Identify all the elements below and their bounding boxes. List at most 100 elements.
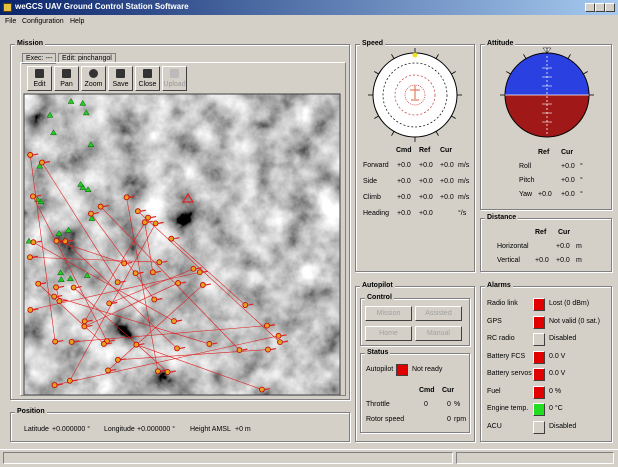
map-launch-marker: [25, 237, 33, 244]
cell-unit: m: [576, 243, 582, 250]
alarm-indicator: [533, 333, 545, 346]
map-waypoint: [152, 220, 159, 227]
cell-unit: °/s: [458, 210, 467, 217]
menu-item[interactable]: Help: [70, 18, 85, 25]
map-waypoint-tag: [202, 270, 208, 273]
dial-tick: [435, 131, 439, 136]
cell-label: Yaw: [519, 191, 533, 198]
map-waypoint-tag: [180, 281, 187, 284]
mode-button[interactable]: Manual: [415, 326, 462, 341]
map-waypoint: [242, 302, 249, 308]
cell-label: Roll: [519, 163, 532, 170]
tab[interactable]: Exec: ---: [22, 53, 57, 64]
map-waypoint-tag: [57, 339, 64, 343]
mode-button[interactable]: Assisted: [415, 306, 462, 321]
alarm-status: Disabled: [549, 335, 577, 342]
map-route: [100, 206, 240, 351]
distance-panel: [480, 218, 612, 272]
alarm-indicator: [533, 403, 545, 416]
cell-label: Throttle: [366, 401, 390, 408]
map-waypoint-tag: [157, 297, 163, 301]
map-route: [126, 197, 159, 372]
cell-cmd: +0.0: [397, 178, 411, 185]
status-pane: [3, 452, 453, 464]
map-route: [29, 154, 56, 342]
map-route: [54, 335, 279, 386]
map-route: [90, 213, 155, 300]
map-route: [54, 296, 210, 345]
map-waypoint-tag: [174, 237, 180, 240]
mission-panel-title: Mission: [15, 40, 46, 47]
cell-label: Vertical: [497, 257, 520, 264]
map-waypoint: [199, 282, 206, 288]
map-waypoint-tag: [62, 299, 68, 302]
dial-tick: [583, 71, 588, 75]
map-waypoint-tag: [138, 271, 144, 274]
cell-label: Side: [363, 178, 378, 185]
map-home-marker: [181, 192, 195, 203]
position-panel-title: Position: [15, 408, 47, 415]
column-header: Ref: [535, 229, 547, 236]
map-route: [32, 196, 108, 342]
field-label: Latitude: [24, 426, 49, 433]
autopilot-panel: [355, 286, 475, 442]
cell-unit: m/s: [458, 162, 470, 169]
dial-tick: [374, 71, 379, 75]
alarm-label: Battery servos: [487, 370, 532, 377]
minimize-button[interactable]: [585, 3, 595, 12]
mode-button[interactable]: Home: [365, 326, 412, 341]
menu-item[interactable]: File: [5, 18, 17, 25]
tool-icon: [35, 69, 44, 78]
map-route: [84, 217, 149, 322]
tool-label[interactable]: Zoom: [84, 81, 103, 88]
tool-label[interactable]: Pan: [60, 81, 73, 88]
map-waypoint-tag: [139, 343, 145, 346]
map-waypoint: [56, 298, 63, 305]
map-waypoint-tag: [162, 260, 168, 263]
cell-unit: °: [580, 163, 583, 170]
map-waypoint-tag: [129, 195, 135, 198]
map-waypoint: [53, 284, 59, 291]
cell-ref: +0.0: [538, 191, 552, 198]
field-value: +0.000000 °: [137, 426, 176, 433]
map-waypoint: [68, 338, 75, 345]
attitude-panel: [480, 44, 612, 210]
dial-tick: [451, 115, 456, 119]
map-launch-marker: [55, 230, 63, 236]
map-route: [64, 241, 178, 349]
map-waypoint-tag: [44, 160, 51, 164]
map-waypoint-tag: [242, 348, 248, 351]
maximize-button[interactable]: [595, 3, 605, 12]
map-launch-marker: [50, 129, 57, 136]
alarm-label: ACU: [487, 422, 502, 430]
map-route: [30, 256, 160, 263]
map-route: [41, 162, 118, 283]
map-route: [107, 284, 204, 371]
tool-label[interactable]: Save: [112, 81, 129, 88]
map-waypoint: [151, 296, 158, 303]
map-waypoint-tag: [140, 209, 146, 212]
dial-tick: [567, 54, 571, 59]
alarm-indicator: [533, 368, 545, 381]
app-icon: [3, 3, 12, 12]
map-waypoint-tag: [87, 324, 93, 328]
menu-item[interactable]: Configuration: [22, 18, 64, 25]
map-waypoint: [51, 382, 58, 388]
alarm-status: 0 %: [549, 387, 562, 395]
tool-label[interactable]: Close: [138, 81, 157, 88]
close-button[interactable]: [605, 3, 615, 12]
column-header: Cur: [558, 229, 571, 236]
alarm-label: Fuel: [487, 387, 501, 395]
tab[interactable]: Edit: pinchangol: [58, 53, 116, 63]
map-waypoint-tag: [281, 334, 287, 337]
tool-label[interactable]: Edit: [33, 81, 46, 88]
column-header: Ref: [538, 149, 550, 156]
map-waypoint: [27, 152, 34, 158]
map-waypoint-tag: [87, 319, 93, 322]
map-waypoint-tag: [147, 220, 153, 223]
map-waypoint: [174, 345, 180, 352]
cell-cmd: 0: [424, 401, 428, 408]
dial-tick: [506, 71, 511, 75]
mode-button[interactable]: Mission: [365, 306, 412, 321]
